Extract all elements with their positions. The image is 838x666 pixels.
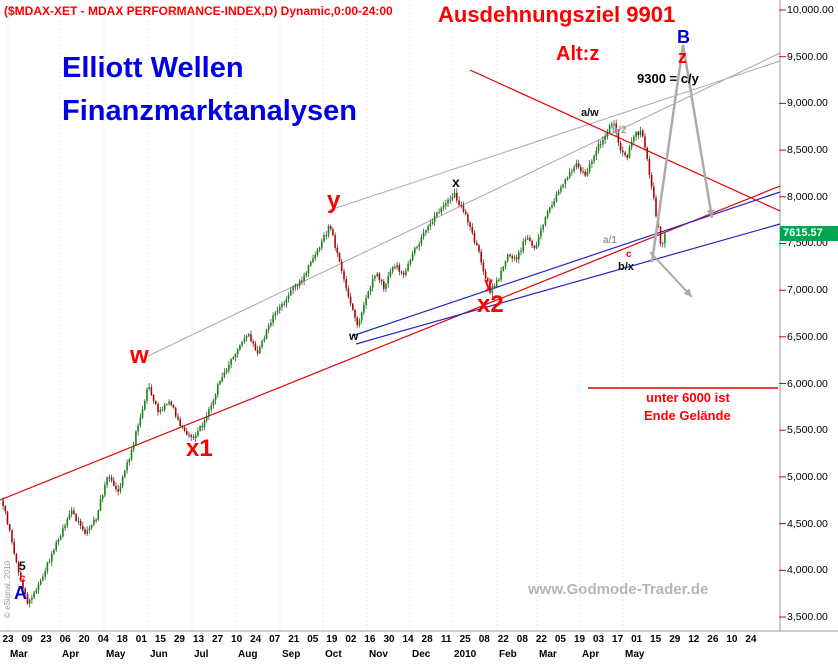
date-tick-label: 29 <box>669 634 681 645</box>
price-tick-label: 7,500.00 <box>787 237 828 250</box>
month-tick-label: May <box>106 649 126 660</box>
date-tick-label: 12 <box>688 634 700 645</box>
date-tick-label: 14 <box>402 634 414 645</box>
month-tick-label: Apr <box>582 649 600 660</box>
date-tick-label: 23 <box>40 634 52 645</box>
date-tick-label: 23 <box>2 634 14 645</box>
date-tick-label: 26 <box>707 634 719 645</box>
label-target-9300: 9300 = c/y <box>637 71 699 86</box>
date-tick-label: 02 <box>345 634 357 645</box>
extension-target-label: Ausdehnungsziel 9901 <box>438 2 676 27</box>
date-tick-label: 15 <box>650 634 662 645</box>
price-tick-label: 9,000.00 <box>787 97 828 110</box>
month-tick-label: Dec <box>412 649 431 660</box>
month-tick-label: Mar <box>539 649 557 660</box>
month-tick-label: Jul <box>194 649 209 660</box>
date-tick-label: 10 <box>726 634 738 645</box>
date-tick-label: 15 <box>154 634 166 645</box>
month-tick-label: Nov <box>369 649 388 660</box>
price-tick-label: 6,500.00 <box>787 330 828 343</box>
label-wave-z: z <box>678 47 687 67</box>
date-tick-label: 18 <box>116 634 128 645</box>
price-tick-label: 3,500.00 <box>787 611 828 623</box>
date-tick-label: 19 <box>326 634 338 645</box>
price-tick-label: 10,000.00 <box>787 4 834 16</box>
date-tick-label: 08 <box>516 634 528 645</box>
label-wave-b2: b/2 <box>612 125 627 136</box>
watermark: www.Godmode-Trader.de <box>528 581 709 598</box>
price-tick-label: 4,500.00 <box>787 517 828 530</box>
month-tick-label: Feb <box>499 649 517 660</box>
esignal-copyright: © eSignal, 2010 <box>3 560 12 618</box>
month-tick-label: Jun <box>150 649 168 660</box>
date-tick-label: 05 <box>307 634 319 645</box>
label-wave-x-upper: x <box>452 174 460 190</box>
price-tick-label: 5,000.00 <box>787 470 828 483</box>
date-tick-label: 22 <box>497 634 509 645</box>
month-tick-label: Aug <box>238 649 258 660</box>
date-tick-label: 01 <box>631 634 643 645</box>
label-wave-y-minor: y <box>484 275 493 292</box>
label-alt-z: Alt:z <box>556 43 600 65</box>
date-tick-label: 25 <box>459 634 471 645</box>
date-tick-label: 08 <box>478 634 490 645</box>
label-wave-x1: x1 <box>186 435 213 462</box>
price-tick-label: 9,500.00 <box>787 50 828 63</box>
date-tick-label: 01 <box>135 634 147 645</box>
date-tick-label: 11 <box>440 634 452 645</box>
date-tick-label: 03 <box>592 634 605 645</box>
month-tick-label: Apr <box>62 649 80 660</box>
label-wave-w-major: w <box>130 342 149 369</box>
label-wave-x2: x2 <box>477 291 504 318</box>
date-tick-label: 29 <box>173 634 185 645</box>
label-wave-aw: a/w <box>581 107 599 119</box>
month-tick-label: Oct <box>325 649 342 660</box>
month-tick-label: Mar <box>10 649 28 660</box>
date-tick-label: 24 <box>250 634 262 645</box>
month-tick-label: Sep <box>282 649 301 660</box>
date-tick-label: 22 <box>535 634 547 645</box>
label-wave-c: c <box>626 249 632 260</box>
label-wave-w-minor: w <box>349 329 359 343</box>
label-under-6000-line1: unter 6000 ist <box>646 390 730 405</box>
price-tick-label: 5,500.00 <box>787 424 828 437</box>
date-tick-label: 10 <box>231 634 243 645</box>
brand-title-line2: Finanzmarktanalysen <box>62 95 357 127</box>
date-tick-label: 19 <box>573 634 586 645</box>
date-tick-label: 24 <box>745 634 757 645</box>
label-wave-A: A <box>14 583 27 603</box>
date-tick-label: 20 <box>78 634 90 645</box>
price-tick-label: 4,000.00 <box>787 564 828 577</box>
date-tick-label: 04 <box>97 634 109 645</box>
date-tick-label: 28 <box>421 634 433 645</box>
instrument-title: ($MDAX-XET - MDAX PERFORMANCE-INDEX,D) D… <box>4 4 393 18</box>
date-tick-label: 16 <box>364 634 376 645</box>
price-tick-label: 8,500.00 <box>787 144 828 157</box>
label-wave-5: 5 <box>19 559 26 573</box>
date-tick-label: 17 <box>612 634 624 645</box>
label-wave-B: B <box>677 27 690 47</box>
date-tick-label: 06 <box>59 634 71 645</box>
date-tick-label: 13 <box>192 634 205 645</box>
brand-title-line1: Elliott Wellen <box>62 52 244 84</box>
date-tick-label: 27 <box>211 634 224 645</box>
current-price-badge: 7615.57 <box>780 225 838 241</box>
price-tick-label: 8,000.00 <box>787 190 828 203</box>
label-wave-y-major: y <box>327 187 341 214</box>
date-tick-label: 21 <box>288 634 300 645</box>
label-wave-a1: a/1 <box>603 235 617 246</box>
price-tick-label: 7,000.00 <box>787 284 828 297</box>
month-tick-label: May <box>625 649 645 660</box>
date-tick-label: 05 <box>554 634 566 645</box>
label-wave-c-low: c <box>19 571 26 585</box>
month-tick-label: 2010 <box>454 649 477 660</box>
date-tick-label: 30 <box>383 634 395 645</box>
label-under-6000-line2: Ende Gelände <box>644 408 731 423</box>
label-wave-bx: b/x <box>618 261 634 273</box>
date-tick-label: 07 <box>269 634 281 645</box>
price-tick-label: 6,000.00 <box>787 377 828 390</box>
date-tick-label: 09 <box>21 634 33 645</box>
